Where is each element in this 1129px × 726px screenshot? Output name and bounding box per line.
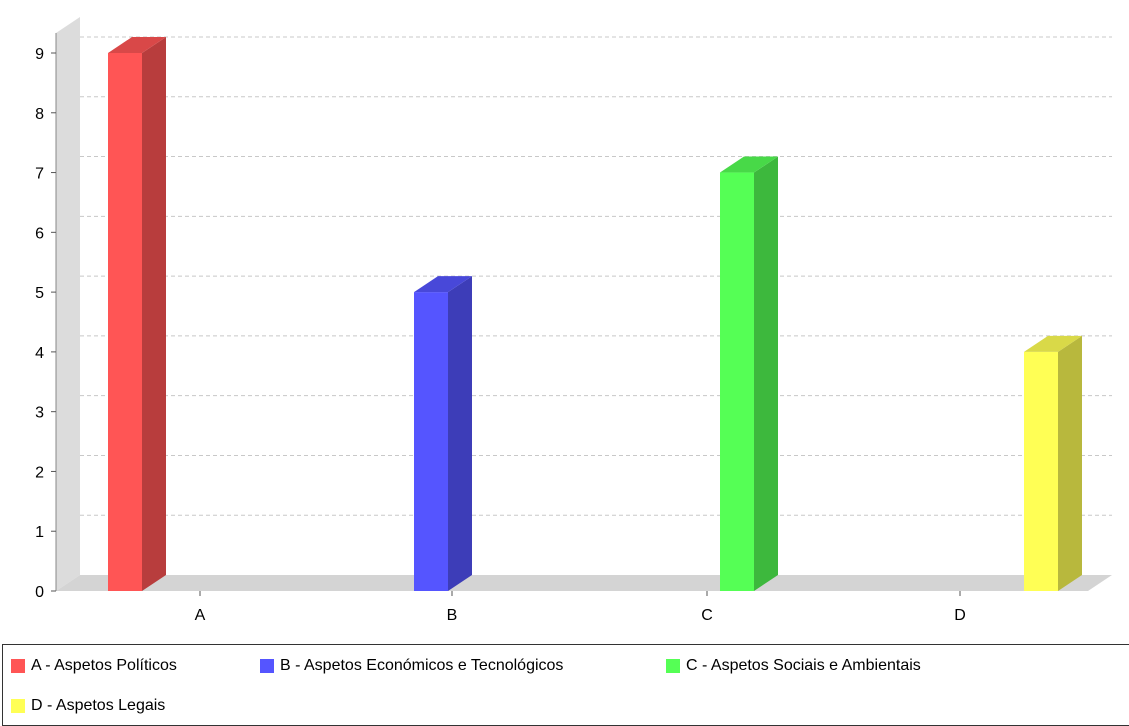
bar-top-c xyxy=(720,156,778,173)
bar-side-a xyxy=(142,37,166,591)
y-tick-label: 1 xyxy=(35,524,44,541)
y-tick-label: 2 xyxy=(35,464,44,481)
bar-side-d xyxy=(1058,335,1082,591)
legend-item-b: B - Aspetos Económicos e Tecnológicos xyxy=(260,657,563,675)
x-tick-label-a: A xyxy=(195,607,206,624)
bar-d xyxy=(1024,351,1058,591)
plot-floor-plane xyxy=(56,575,1112,591)
legend-label-c: C - Aspetos Sociais e Ambientais xyxy=(686,657,921,674)
legend-swatch-d xyxy=(11,699,25,713)
legend-swatch-c xyxy=(666,659,680,673)
legend-swatch-b xyxy=(260,659,274,673)
y-tick-label: 7 xyxy=(35,166,44,183)
bar-side-c xyxy=(754,156,778,592)
legend-item-c: C - Aspetos Sociais e Ambientais xyxy=(666,657,921,675)
bar-top-d xyxy=(1024,335,1082,352)
legend-label-b: B - Aspetos Económicos e Tecnológicos xyxy=(280,657,564,674)
bars xyxy=(108,37,1082,592)
legend-swatch-a xyxy=(11,659,25,673)
plot-floor xyxy=(56,575,1112,591)
bar-side-b xyxy=(448,276,472,591)
x-tick-label-b: B xyxy=(447,607,458,624)
bar-c xyxy=(720,172,754,592)
legend-item-d: D - Aspetos Legais xyxy=(11,697,165,715)
plot-back-wall xyxy=(56,17,80,591)
y-axis-ticks: 0 1 2 3 4 5 6 7 8 9 xyxy=(35,46,56,601)
legend-item-a: A - Aspetos Políticos xyxy=(11,657,177,675)
legend-label-a: A - Aspetos Políticos xyxy=(31,657,177,674)
bar-chart: 0 1 2 3 4 5 6 7 8 9 A B C D xyxy=(35,17,1112,624)
y-tick-label: 3 xyxy=(35,405,44,422)
y-tick-label: 0 xyxy=(35,584,44,601)
y-tick-label: 6 xyxy=(35,225,44,242)
legend: A - Aspetos Políticos B - Aspetos Económ… xyxy=(2,644,1129,726)
plot-side-wall xyxy=(56,17,80,591)
bar-top-a xyxy=(108,37,166,53)
bar-b xyxy=(414,292,448,591)
x-tick-label-c: C xyxy=(701,607,713,624)
bar-top-b xyxy=(414,276,472,293)
x-axis-ticks: A B C D xyxy=(195,591,966,624)
x-tick-label-d: D xyxy=(954,607,966,624)
grid-lines xyxy=(80,36,1112,516)
y-tick-label: 8 xyxy=(35,106,44,123)
y-tick-label: 5 xyxy=(35,285,44,302)
bar-a xyxy=(108,53,142,591)
legend-label-d: D - Aspetos Legais xyxy=(31,697,166,714)
y-tick-label: 4 xyxy=(35,345,44,362)
y-tick-label: 9 xyxy=(35,46,44,63)
